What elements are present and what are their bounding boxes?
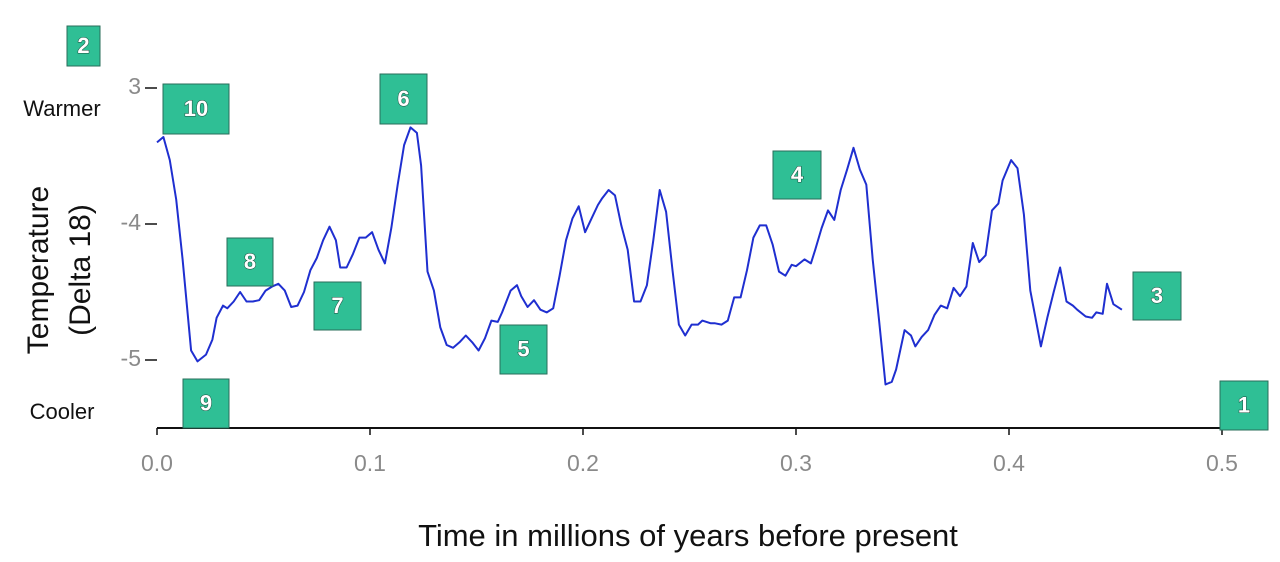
- y-axis-label: (Delta 18): [64, 204, 97, 336]
- annotation-box: [1132, 271, 1182, 321]
- annotation-label: 7: [331, 293, 343, 318]
- cool-label: Cooler: [30, 399, 95, 424]
- y-tick-label: -5: [121, 345, 141, 371]
- annotation-box: [772, 150, 822, 200]
- y-tick-label: 3: [128, 73, 141, 99]
- temperature-line: [156, 126, 1123, 386]
- annotation-label: 9: [200, 390, 212, 415]
- annotation-box: [313, 281, 362, 331]
- x-tick-label: 0.0: [141, 450, 173, 476]
- annotation-label: 6: [397, 86, 409, 111]
- x-tick-label: 0.1: [354, 450, 386, 476]
- x-tick-label: 0.2: [567, 450, 599, 476]
- annotation-box: [1219, 380, 1269, 431]
- x-tick-label: 0.3: [780, 450, 812, 476]
- x-tick-label: 0.4: [993, 450, 1025, 476]
- annotation-box: [379, 73, 428, 125]
- annotation-label: 5: [517, 336, 529, 361]
- annotation-box: [162, 83, 230, 135]
- annotation-label: 3: [1151, 283, 1163, 308]
- annotation-box: [226, 237, 274, 287]
- annotation-box: [499, 324, 548, 375]
- annotation-label: 8: [244, 249, 256, 274]
- annotation-label: 4: [791, 162, 804, 187]
- x-tick-label: 0.5: [1206, 450, 1238, 476]
- y-axis-label: Temperature: [22, 186, 55, 354]
- x-axis-label: Time in millions of years before present: [418, 518, 958, 553]
- annotation-label: 2: [77, 33, 89, 58]
- annotation-box: [182, 378, 230, 429]
- annotation-box: [66, 25, 101, 67]
- warm-label: Warmer: [23, 96, 100, 121]
- y-tick-label: -4: [121, 209, 142, 235]
- annotation-label: 10: [184, 96, 208, 121]
- annotation-label: 1: [1238, 392, 1250, 417]
